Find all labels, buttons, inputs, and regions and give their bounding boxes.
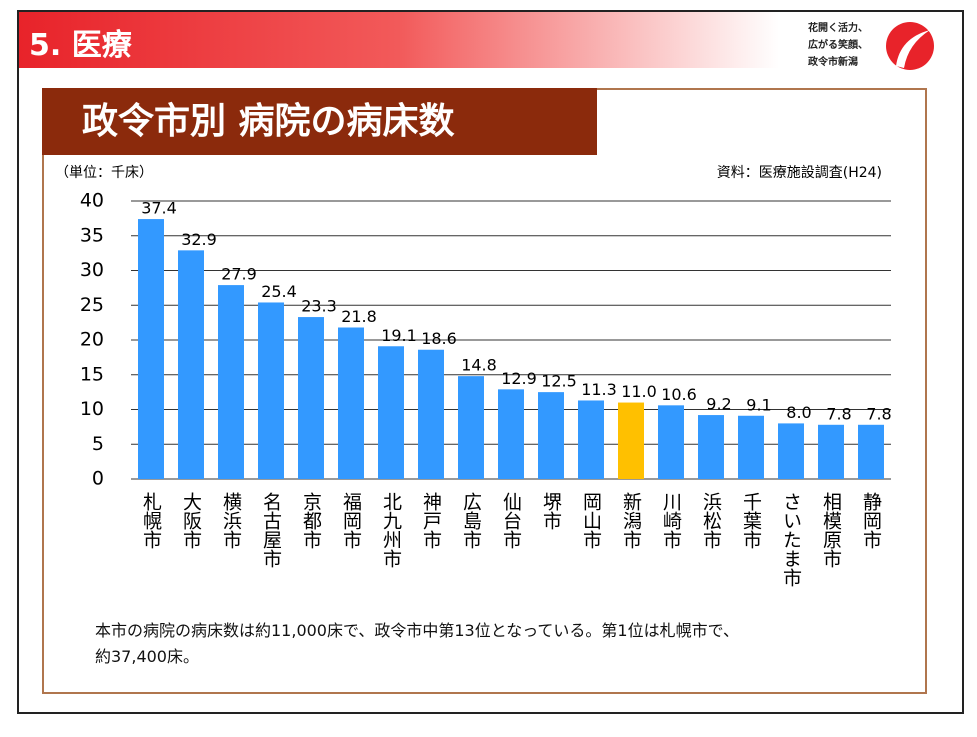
bar	[618, 402, 644, 479]
x-tick-label: 新潟市	[620, 492, 642, 549]
unit-label: （単位：千床）	[55, 165, 153, 181]
bar	[378, 346, 404, 479]
x-tick-label: さいたま市	[780, 492, 802, 587]
x-tick-label: 京都市	[300, 492, 322, 549]
x-tick-label: 川崎市	[660, 492, 682, 549]
data-label: 14.8	[461, 356, 497, 375]
source-label: 資料：医療施設調査(H24)	[717, 164, 882, 181]
data-label: 27.9	[221, 265, 257, 284]
bar	[858, 424, 884, 479]
data-label: 11.0	[621, 382, 657, 401]
y-tick-label: 0	[92, 468, 104, 490]
y-tick-label: 20	[80, 329, 104, 351]
data-label: 18.6	[421, 329, 457, 348]
note-line: 約37,400床。	[95, 647, 199, 666]
x-tick-label: 札幌市	[140, 492, 162, 549]
data-label: 11.3	[581, 380, 617, 399]
data-label: 32.9	[181, 230, 217, 249]
bar	[418, 349, 444, 479]
x-tick-label: 岡山市	[580, 492, 602, 549]
x-tick-label: 福岡市	[340, 492, 362, 549]
note: 本市の病院の病床数は約11,000床で、政令市中第13位となっている。第1位は札…	[95, 618, 739, 670]
y-tick-label: 40	[80, 190, 104, 212]
bar	[458, 376, 484, 479]
x-tick-label: 相模原市	[820, 492, 842, 568]
x-tick-label: 北九州市	[380, 492, 402, 568]
slide-border	[17, 10, 964, 714]
bar	[778, 423, 804, 479]
data-label: 12.9	[501, 369, 537, 388]
x-tick-label: 横浜市	[220, 492, 242, 549]
data-label: 9.1	[746, 395, 771, 414]
bar	[538, 392, 564, 479]
data-label: 10.6	[661, 385, 697, 404]
logo-text: 花開く活力、 広がる笑顔、 政令市新潟	[808, 20, 868, 71]
chart-title: 政令市別 病院の病床数	[42, 88, 597, 155]
y-tick-label: 15	[80, 363, 104, 385]
section-header: 5. 医療	[19, 12, 779, 68]
bar	[738, 415, 764, 479]
bar	[258, 302, 284, 479]
bar	[698, 415, 724, 479]
logo-line: 政令市新潟	[808, 57, 858, 68]
data-label: 37.4	[141, 199, 177, 218]
data-label: 21.8	[341, 307, 377, 326]
logo-line: 花開く活力、	[808, 23, 868, 34]
x-tick-label: 大阪市	[180, 492, 202, 549]
x-tick-label: 浜松市	[700, 492, 722, 549]
y-tick-label: 35	[80, 224, 104, 246]
data-label: 7.8	[866, 404, 891, 423]
data-label: 19.1	[381, 326, 417, 345]
bar	[298, 317, 324, 479]
x-tick-label: 静岡市	[860, 492, 882, 549]
data-label: 23.3	[301, 297, 337, 316]
y-tick-label: 10	[80, 398, 104, 420]
y-tick-label: 5	[92, 433, 104, 455]
x-tick-label: 堺市	[540, 492, 562, 530]
x-tick-label: 広島市	[460, 492, 482, 549]
note-line: 本市の病院の病床数は約11,000床で、政令市中第13位となっている。第1位は札…	[95, 621, 739, 640]
bar	[178, 250, 204, 479]
data-label: 9.2	[706, 395, 731, 414]
y-tick-label: 25	[80, 294, 104, 316]
bar	[218, 285, 244, 479]
bar	[658, 405, 684, 479]
x-tick-label: 仙台市	[500, 492, 522, 549]
data-label: 7.8	[826, 404, 851, 423]
logo-line: 広がる笑顔、	[808, 40, 868, 51]
section-title: 5. 医療	[29, 28, 132, 63]
bar	[818, 424, 844, 479]
bar	[498, 389, 524, 479]
data-label: 25.4	[261, 282, 297, 301]
x-tick-label: 神戸市	[420, 492, 442, 549]
data-label: 8.0	[786, 403, 811, 422]
bar	[578, 400, 604, 479]
bar	[338, 327, 364, 479]
y-tick-label: 30	[80, 259, 104, 281]
data-label: 12.5	[541, 372, 577, 391]
bar	[138, 219, 164, 479]
x-tick-label: 名古屋市	[260, 492, 282, 568]
x-tick-label: 千葉市	[740, 492, 762, 549]
